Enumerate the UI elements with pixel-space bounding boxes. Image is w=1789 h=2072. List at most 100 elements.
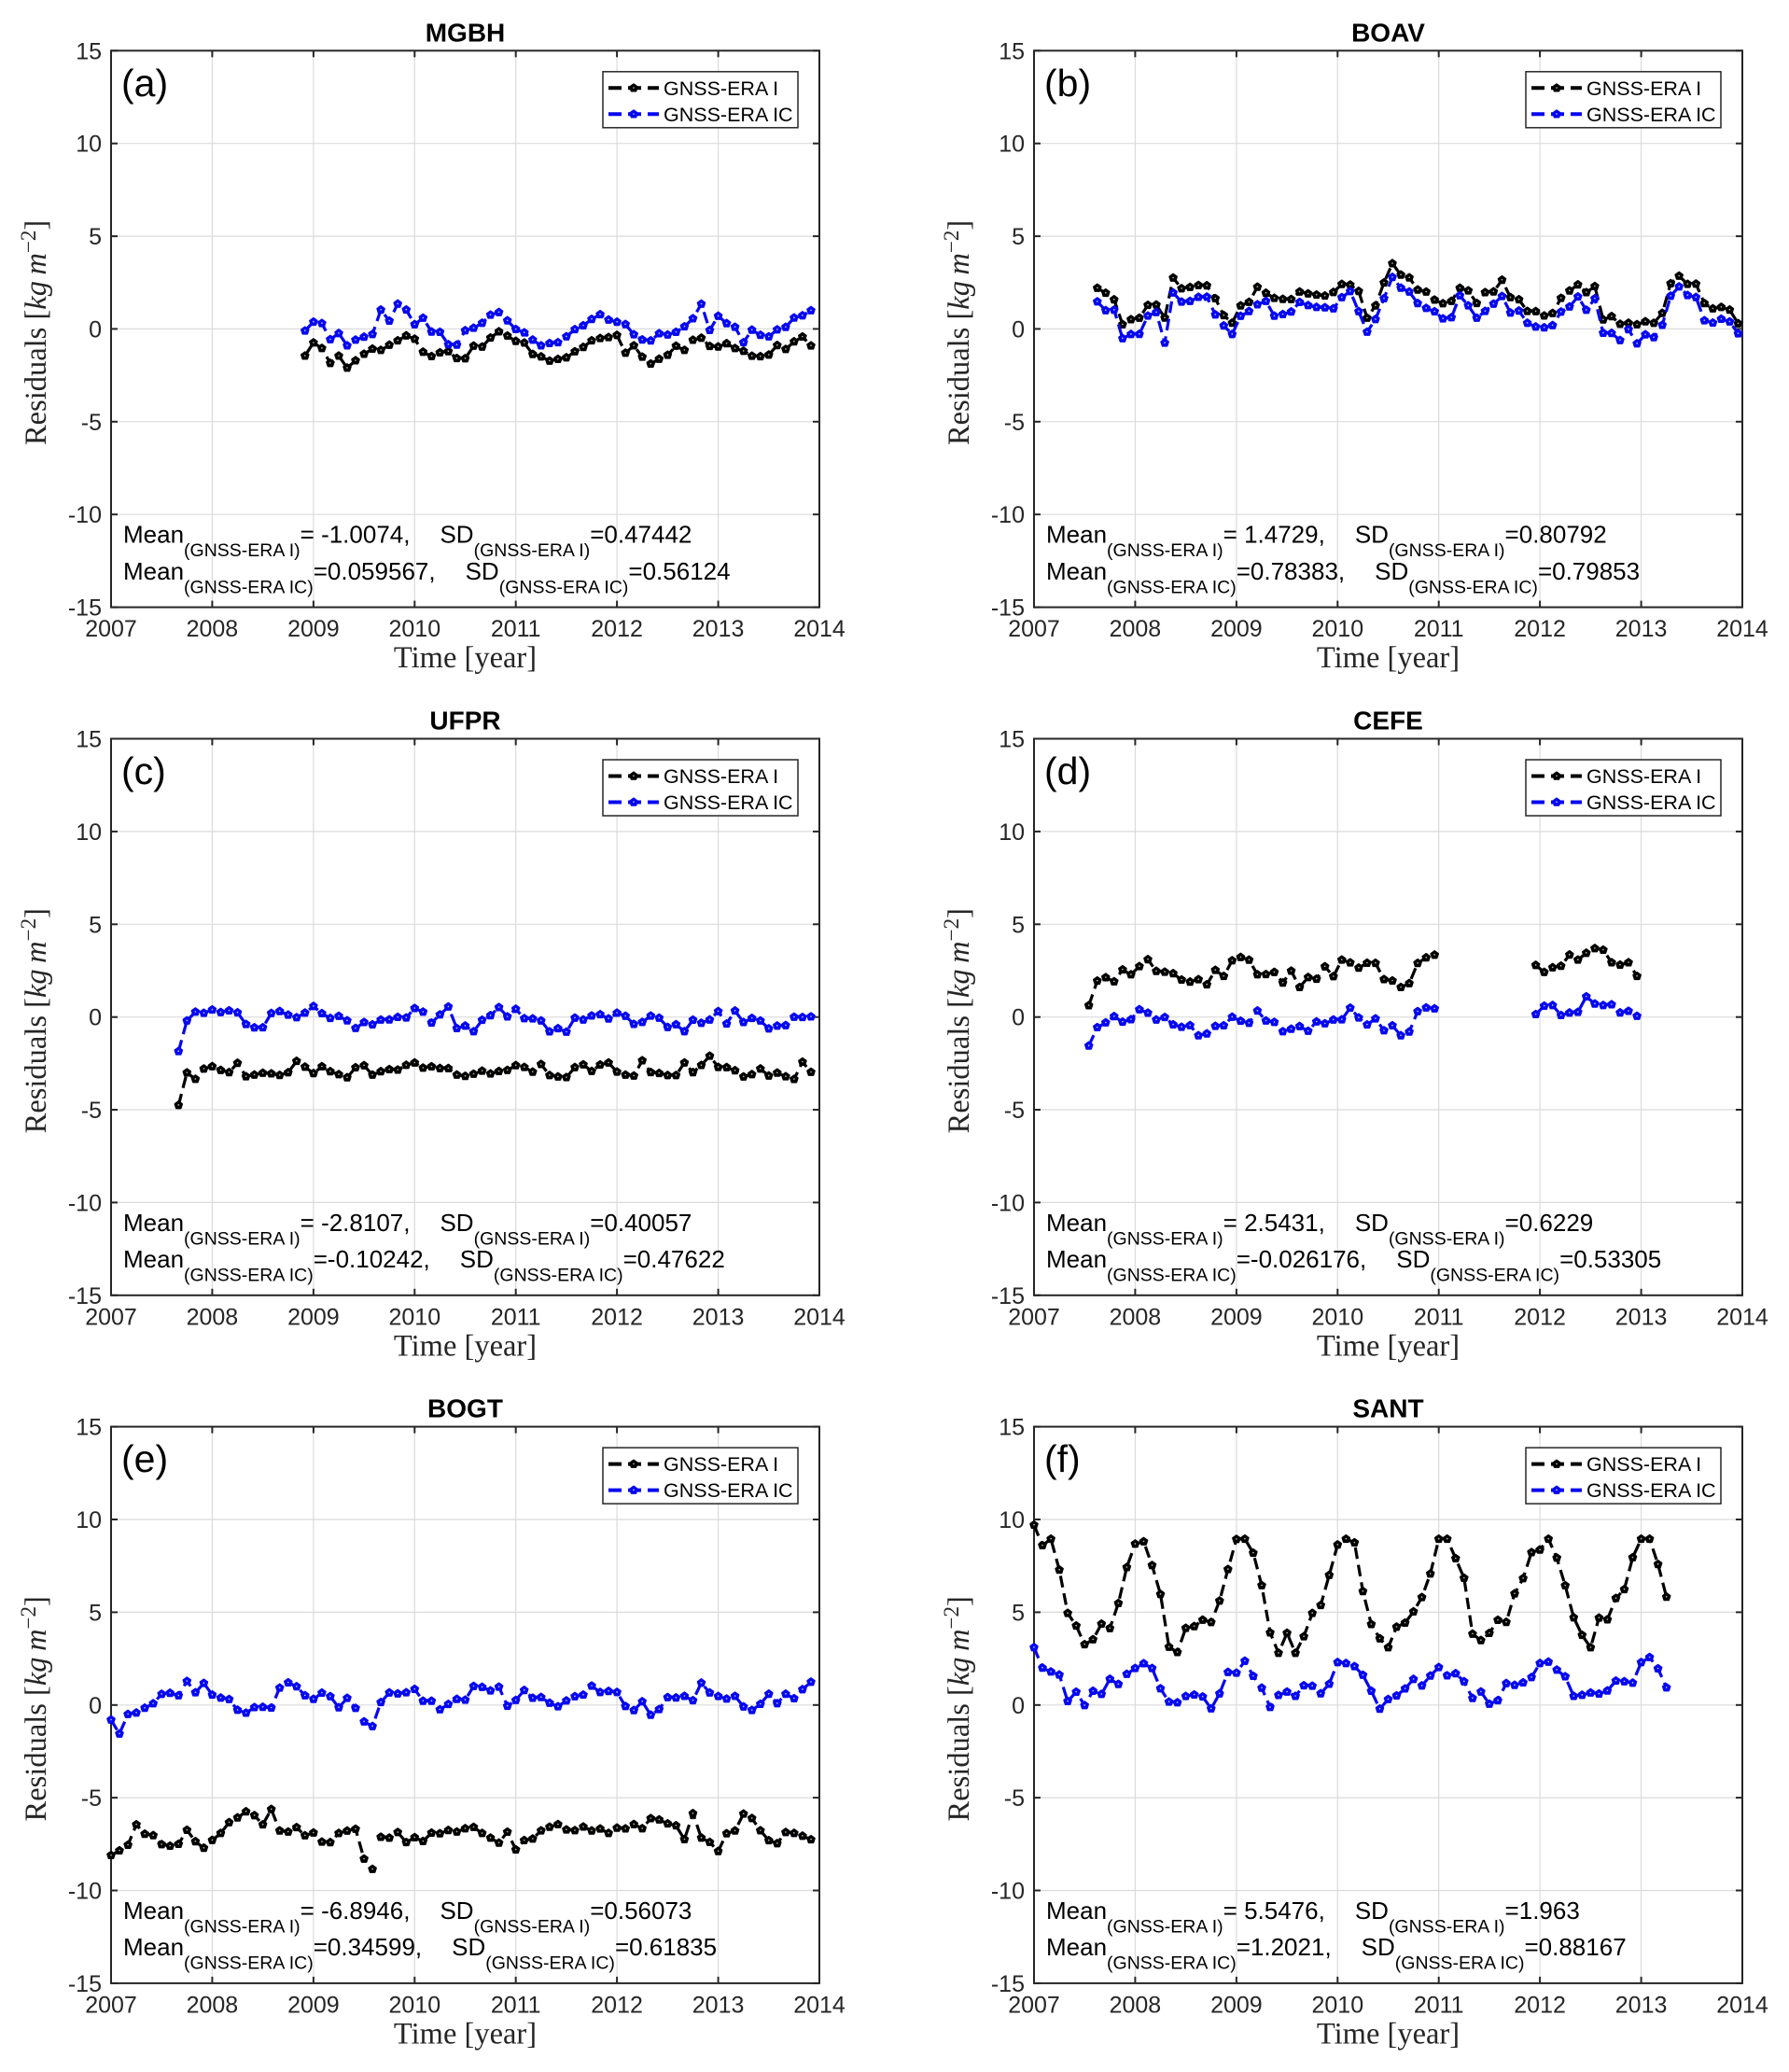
svg-text:2007: 2007 bbox=[1008, 1304, 1060, 1330]
svg-text:2013: 2013 bbox=[1615, 616, 1668, 642]
svg-text:5: 5 bbox=[1012, 224, 1025, 250]
svg-text:-10: -10 bbox=[991, 1190, 1025, 1216]
svg-text:GNSS-ERA IC: GNSS-ERA IC bbox=[664, 1479, 793, 1502]
svg-text:2007: 2007 bbox=[85, 1992, 137, 2018]
svg-text:2012: 2012 bbox=[591, 616, 643, 642]
svg-text:2010: 2010 bbox=[388, 1304, 440, 1330]
svg-text:10: 10 bbox=[76, 1507, 102, 1533]
svg-text:(b): (b) bbox=[1044, 62, 1091, 105]
svg-text:2014: 2014 bbox=[1716, 1304, 1768, 1330]
svg-text:2008: 2008 bbox=[1110, 1992, 1162, 2018]
svg-text:15: 15 bbox=[999, 38, 1025, 64]
svg-text:15: 15 bbox=[999, 727, 1025, 753]
svg-text:GNSS-ERA I: GNSS-ERA I bbox=[1586, 765, 1701, 788]
svg-text:2009: 2009 bbox=[287, 1304, 340, 1330]
svg-text:10: 10 bbox=[999, 132, 1025, 158]
svg-text:2012: 2012 bbox=[591, 1992, 643, 2018]
svg-text:2012: 2012 bbox=[1514, 616, 1566, 642]
svg-text:0: 0 bbox=[89, 1693, 102, 1719]
svg-text:GNSS-ERA IC: GNSS-ERA IC bbox=[1586, 1479, 1716, 1502]
svg-text:2014: 2014 bbox=[793, 1304, 846, 1330]
svg-text:GNSS-ERA IC: GNSS-ERA IC bbox=[664, 104, 793, 126]
svg-text:2007: 2007 bbox=[1008, 616, 1060, 642]
svg-text:GNSS-ERA I: GNSS-ERA I bbox=[1586, 77, 1701, 100]
svg-text:Residuals [kg m−2]: Residuals [kg m−2] bbox=[17, 220, 53, 445]
svg-text:Residuals [kg m−2]: Residuals [kg m−2] bbox=[17, 908, 53, 1133]
svg-text:2011: 2011 bbox=[1414, 1304, 1464, 1330]
svg-text:GNSS-ERA I: GNSS-ERA I bbox=[1586, 1453, 1701, 1476]
svg-text:GNSS-ERA I: GNSS-ERA I bbox=[664, 765, 778, 788]
svg-text:BOGT: BOGT bbox=[427, 1394, 503, 1423]
svg-text:5: 5 bbox=[89, 1600, 102, 1626]
svg-text:5: 5 bbox=[89, 224, 102, 250]
svg-text:-5: -5 bbox=[1004, 410, 1025, 436]
svg-text:2008: 2008 bbox=[187, 1992, 239, 2018]
svg-text:Time [year]: Time [year] bbox=[1317, 2017, 1460, 2051]
svg-text:2014: 2014 bbox=[1716, 616, 1768, 642]
svg-text:0: 0 bbox=[1012, 1005, 1025, 1031]
svg-text:(d): (d) bbox=[1044, 749, 1091, 792]
svg-text:5: 5 bbox=[89, 912, 102, 938]
svg-text:2010: 2010 bbox=[1311, 1992, 1363, 2018]
svg-text:2014: 2014 bbox=[793, 1992, 846, 2018]
svg-text:-15: -15 bbox=[991, 1283, 1025, 1309]
svg-text:Residuals [kg m−2]: Residuals [kg m−2] bbox=[17, 1596, 53, 1821]
svg-text:10: 10 bbox=[999, 1507, 1025, 1533]
svg-text:2011: 2011 bbox=[491, 1992, 541, 2018]
svg-text:2008: 2008 bbox=[1110, 616, 1162, 642]
svg-text:-15: -15 bbox=[68, 595, 102, 622]
svg-text:-5: -5 bbox=[81, 1785, 102, 1812]
svg-text:2011: 2011 bbox=[1414, 1992, 1464, 2018]
svg-text:-15: -15 bbox=[991, 1971, 1025, 1997]
svg-text:2013: 2013 bbox=[1615, 1992, 1668, 2018]
svg-text:-5: -5 bbox=[1004, 1098, 1025, 1124]
svg-text:2009: 2009 bbox=[287, 1992, 340, 2018]
svg-text:15: 15 bbox=[76, 727, 102, 753]
svg-text:0: 0 bbox=[89, 1005, 102, 1031]
svg-text:2013: 2013 bbox=[692, 616, 745, 642]
svg-text:2011: 2011 bbox=[1414, 616, 1464, 642]
svg-text:2012: 2012 bbox=[1514, 1304, 1566, 1330]
svg-text:-15: -15 bbox=[68, 1971, 102, 1997]
svg-text:0: 0 bbox=[1012, 1693, 1025, 1719]
svg-text:UFPR: UFPR bbox=[429, 707, 500, 735]
svg-text:5: 5 bbox=[1012, 912, 1025, 938]
svg-text:Time [year]: Time [year] bbox=[394, 1329, 537, 1363]
svg-text:-15: -15 bbox=[68, 1283, 102, 1309]
svg-text:GNSS-ERA IC: GNSS-ERA IC bbox=[1586, 104, 1716, 126]
svg-text:(e): (e) bbox=[121, 1437, 168, 1480]
svg-text:0: 0 bbox=[89, 316, 102, 343]
svg-text:GNSS-ERA IC: GNSS-ERA IC bbox=[1586, 791, 1716, 814]
svg-text:10: 10 bbox=[76, 819, 102, 846]
svg-text:2009: 2009 bbox=[287, 616, 340, 642]
svg-text:0: 0 bbox=[1012, 316, 1025, 343]
svg-text:10: 10 bbox=[76, 132, 102, 158]
svg-text:GNSS-ERA I: GNSS-ERA I bbox=[664, 1453, 778, 1476]
svg-text:-10: -10 bbox=[68, 1879, 102, 1905]
svg-text:-10: -10 bbox=[68, 502, 102, 528]
svg-text:(a): (a) bbox=[121, 62, 168, 105]
svg-text:2010: 2010 bbox=[1311, 616, 1363, 642]
svg-text:15: 15 bbox=[999, 1415, 1025, 1441]
svg-text:-5: -5 bbox=[81, 410, 102, 436]
svg-text:-10: -10 bbox=[991, 1879, 1025, 1905]
svg-text:2012: 2012 bbox=[591, 1304, 643, 1330]
svg-text:Residuals [kg m−2]: Residuals [kg m−2] bbox=[940, 1596, 976, 1821]
svg-text:2008: 2008 bbox=[187, 1304, 239, 1330]
svg-text:-5: -5 bbox=[1004, 1785, 1025, 1812]
svg-text:Residuals [kg m−2]: Residuals [kg m−2] bbox=[940, 908, 976, 1133]
svg-text:(f): (f) bbox=[1044, 1437, 1081, 1480]
svg-text:-10: -10 bbox=[991, 502, 1025, 528]
svg-text:2012: 2012 bbox=[1514, 1992, 1566, 2018]
svg-text:5: 5 bbox=[1012, 1600, 1025, 1626]
svg-text:MGBH: MGBH bbox=[426, 18, 506, 47]
svg-text:2007: 2007 bbox=[1008, 1992, 1060, 2018]
svg-text:-15: -15 bbox=[991, 595, 1025, 622]
svg-text:2009: 2009 bbox=[1210, 1992, 1263, 2018]
svg-text:2013: 2013 bbox=[692, 1992, 745, 2018]
svg-text:-10: -10 bbox=[68, 1190, 102, 1216]
svg-text:2007: 2007 bbox=[85, 616, 137, 642]
svg-text:GNSS-ERA IC: GNSS-ERA IC bbox=[664, 791, 793, 814]
svg-text:Time [year]: Time [year] bbox=[394, 641, 537, 675]
svg-text:GNSS-ERA I: GNSS-ERA I bbox=[664, 77, 778, 100]
